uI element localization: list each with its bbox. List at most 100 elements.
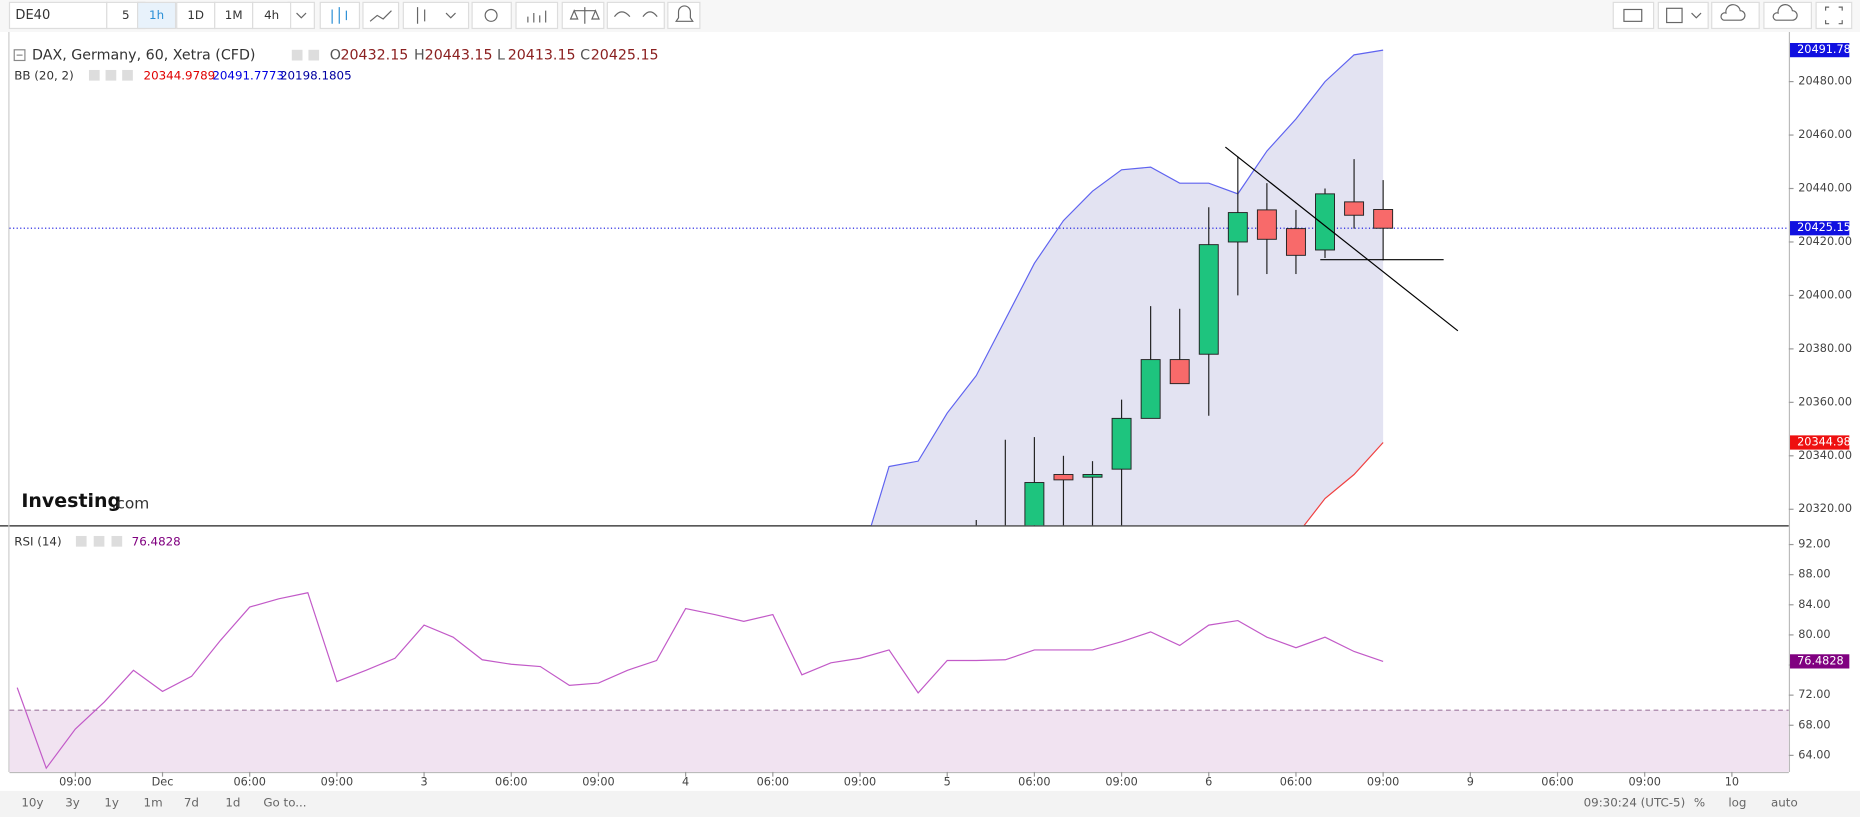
range-button[interactable]: 10y xyxy=(21,795,43,809)
x-tick-label: 09:00 xyxy=(844,776,876,789)
interval-label: 5 xyxy=(122,8,130,22)
price-marker xyxy=(1790,435,1850,450)
rsi-line xyxy=(16,592,1384,770)
ohlc-value: 20413.15 xyxy=(508,48,576,64)
toolbar-icons xyxy=(287,1,1853,30)
price-marker xyxy=(1790,221,1850,236)
legend-icon[interactable] xyxy=(308,49,320,61)
option-button[interactable]: % xyxy=(1694,795,1705,809)
band-line xyxy=(1303,442,1384,526)
indicator-name: BB (20, 2) xyxy=(14,68,73,82)
ohlc-value: 20443.15 xyxy=(425,48,493,64)
price-plot xyxy=(9,49,1789,563)
y-tick-label: 20380.00 xyxy=(1798,342,1852,355)
y-tick-label: 92.00 xyxy=(1798,538,1830,551)
y-tick-label: 20400.00 xyxy=(1798,288,1852,301)
legend-icon[interactable] xyxy=(88,69,100,81)
logo: Investing .com xyxy=(21,490,149,512)
interval-label: 4h xyxy=(264,8,279,22)
price-marker xyxy=(1790,42,1850,58)
interval-label: 1D xyxy=(187,8,204,22)
range-button[interactable]: 1m xyxy=(144,795,163,809)
footer-items: 10y 3y 1y 1m 7d 1d Go to...% log auto xyxy=(21,795,1797,809)
ohlc-key: H xyxy=(414,48,425,64)
trend-line xyxy=(1225,146,1459,332)
y-tick-label: 72.00 xyxy=(1798,688,1830,701)
x-tick-label: 09:00 xyxy=(582,776,614,789)
x-tick-label: 09:00 xyxy=(321,776,353,789)
ohlc-key: C xyxy=(580,48,590,64)
x-tick-label: 09:00 xyxy=(1367,776,1399,789)
symbol-input[interactable] xyxy=(8,1,108,30)
legend-icon[interactable] xyxy=(93,535,105,547)
price-marker-label: 20344.98 xyxy=(1797,435,1851,448)
rsi-value: 76.4828 xyxy=(132,534,181,548)
price-marker-label: 20491.78 xyxy=(1797,43,1851,56)
rsi-band xyxy=(9,710,1789,772)
interval-button[interactable] xyxy=(176,1,216,30)
band-line xyxy=(870,49,1384,526)
candle-body xyxy=(967,541,986,549)
ohlc-value: 20425.15 xyxy=(591,48,659,64)
x-tick-label: 06:00 xyxy=(757,776,789,789)
x-tick-label: 3 xyxy=(420,776,427,789)
x-tick-label: 06:00 xyxy=(495,776,527,789)
y-tick-label: 20480.00 xyxy=(1798,75,1852,88)
legend-icon[interactable] xyxy=(291,49,303,61)
x-tick-label: 06:00 xyxy=(233,776,265,789)
legend-icon[interactable] xyxy=(122,69,133,81)
candle-body xyxy=(1227,212,1248,243)
candle-body xyxy=(1111,417,1132,470)
x-tick-label: 06:00 xyxy=(1541,776,1573,789)
x-tick-label: 09:00 xyxy=(59,776,91,789)
rsi-plot xyxy=(9,592,1789,772)
x-tick-label: 6 xyxy=(1205,776,1212,789)
symbol: DE40 xyxy=(15,8,50,23)
candle-body xyxy=(1373,209,1394,229)
candle-body xyxy=(996,536,1015,563)
candle-body xyxy=(1024,482,1045,526)
y-tick-label: 64.00 xyxy=(1798,748,1830,761)
option-button[interactable]: log xyxy=(1728,795,1746,809)
y-tick-label: 20420.00 xyxy=(1798,235,1852,248)
x-tick-label: 09:00 xyxy=(1628,776,1660,789)
indicator-value: 20491.7773 xyxy=(212,68,284,82)
candle-body xyxy=(1140,359,1161,419)
price-pane xyxy=(9,35,1789,526)
axes: 20320.00 20340.00 20360.00 20380.00 20400.00… xyxy=(59,42,1852,789)
x-tick-label: 09:00 xyxy=(1105,776,1137,789)
interval-buttons: 5 1h 1D 1M 4h xyxy=(106,1,292,30)
range-button[interactable]: 3y xyxy=(65,795,80,809)
drawings xyxy=(1225,146,1459,332)
legend-icon[interactable] xyxy=(111,535,123,547)
range-button[interactable]: 7d xyxy=(184,795,199,809)
y-tick-label: 20460.00 xyxy=(1798,128,1852,141)
y-tick-label: 84.00 xyxy=(1798,598,1830,611)
candle-body xyxy=(1198,244,1219,355)
ohlc-key: O xyxy=(330,48,341,64)
x-tick-label: 10 xyxy=(1725,776,1739,789)
ohlc-key: L xyxy=(497,48,505,64)
rsi-legend: RSI (14) 76.4828 xyxy=(14,534,180,548)
interval-button[interactable] xyxy=(252,1,292,30)
interval-button[interactable] xyxy=(137,1,177,30)
option-button[interactable]: auto xyxy=(1771,795,1798,809)
candle-body xyxy=(1315,193,1335,251)
interval-label: 1h xyxy=(149,8,164,22)
indicator-value: 20344.9789 xyxy=(144,68,216,82)
goto-button[interactable]: Go to... xyxy=(263,795,306,809)
y-tick-label: 20320.00 xyxy=(1798,502,1852,515)
price-marker xyxy=(1790,654,1850,669)
logo-brand: Investing xyxy=(21,490,121,512)
range-button[interactable]: 1y xyxy=(104,795,119,809)
rsi-name: RSI (14) xyxy=(14,534,61,548)
legend-icon[interactable] xyxy=(105,69,117,81)
legend-icon[interactable] xyxy=(75,535,87,547)
candle-body xyxy=(1053,474,1074,481)
x-tick-label: 9 xyxy=(1467,776,1474,789)
range-button[interactable]: 1d xyxy=(225,795,240,809)
y-tick-label: 20360.00 xyxy=(1798,395,1852,408)
collapse-icon[interactable] xyxy=(13,49,26,62)
